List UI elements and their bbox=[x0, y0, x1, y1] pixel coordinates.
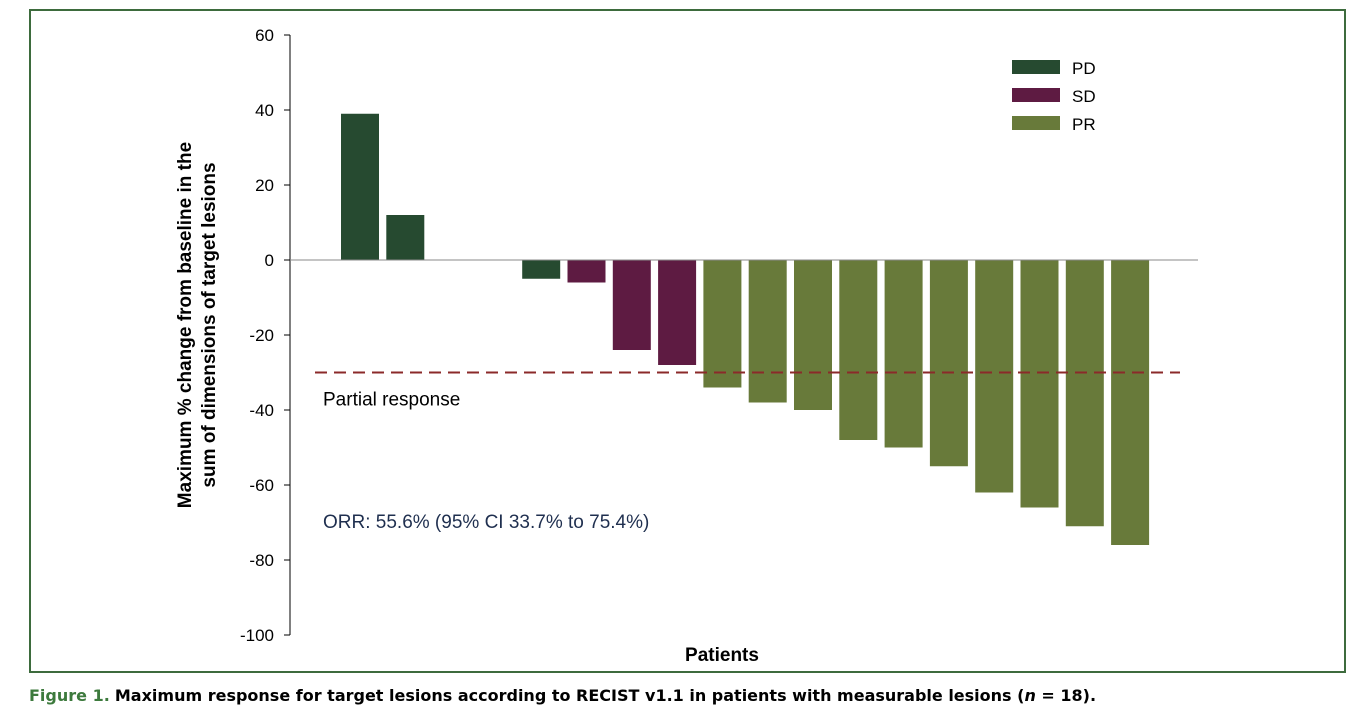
legend-label-sd: SD bbox=[1072, 87, 1096, 106]
bar-pr bbox=[929, 260, 968, 467]
bar-sd bbox=[612, 260, 651, 350]
y-axis: 60 40 20 0 -20 -40 -60 -80 -100 bbox=[240, 26, 291, 645]
bar-pd bbox=[341, 113, 379, 260]
y-tick-label: -40 bbox=[249, 401, 274, 420]
figure-caption: Figure 1. Maximum response for target le… bbox=[29, 686, 1096, 705]
partial-response-label: Partial response bbox=[323, 390, 460, 411]
bars-group bbox=[341, 113, 1150, 545]
y-tick-label: -20 bbox=[249, 326, 274, 345]
y-tick-label: 40 bbox=[255, 101, 274, 120]
waterfall-chart: 60 40 20 0 -20 -40 -60 -80 -100 Maximum % change… bbox=[175, 26, 1198, 666]
bar-pr bbox=[1020, 260, 1059, 508]
n-symbol: n bbox=[1024, 686, 1036, 705]
y-tick-label: 60 bbox=[255, 26, 274, 45]
y-tick-label: -80 bbox=[249, 551, 274, 570]
legend-label-pr: PR bbox=[1072, 115, 1096, 134]
legend-swatch-pd bbox=[1012, 60, 1060, 74]
bar-pr bbox=[884, 260, 923, 448]
bar-pr bbox=[1065, 260, 1104, 527]
y-axis-title-line: sum of dimensions of target lesions bbox=[199, 162, 220, 487]
legend-label-pd: PD bbox=[1072, 59, 1096, 78]
bar-pr bbox=[748, 260, 787, 403]
x-axis-title: Patients bbox=[685, 645, 759, 666]
legend: PD SD PR bbox=[1012, 59, 1096, 134]
bar-pd bbox=[386, 215, 425, 260]
bar-pr bbox=[703, 260, 742, 388]
n-equals: = 18). bbox=[1035, 686, 1097, 705]
figure-frame bbox=[29, 9, 1346, 673]
legend-swatch-pr bbox=[1012, 116, 1060, 130]
bar-pr bbox=[1111, 260, 1150, 545]
legend-swatch-sd bbox=[1012, 88, 1060, 102]
figure-label: Figure 1. bbox=[29, 686, 110, 705]
bar-sd bbox=[567, 260, 606, 283]
bar-pr bbox=[839, 260, 878, 440]
y-axis-title-line: Maximum % change from baseline in the bbox=[175, 142, 196, 508]
y-tick-label: -100 bbox=[240, 626, 274, 645]
bar-pr bbox=[794, 260, 832, 410]
bar-pd bbox=[522, 260, 561, 279]
y-tick-label: 0 bbox=[265, 251, 274, 270]
orr-annotation: ORR: 55.6% (95% CI 33.7% to 75.4%) bbox=[323, 512, 649, 533]
bar-sd bbox=[658, 260, 697, 365]
figure-caption-text: Maximum response for target lesions acco… bbox=[114, 686, 1025, 705]
y-axis-title: Maximum % change from baseline in the sum… bbox=[175, 142, 220, 508]
bar-pr bbox=[975, 260, 1014, 493]
y-tick-label: 20 bbox=[255, 176, 274, 195]
y-tick-label: -60 bbox=[249, 476, 274, 495]
